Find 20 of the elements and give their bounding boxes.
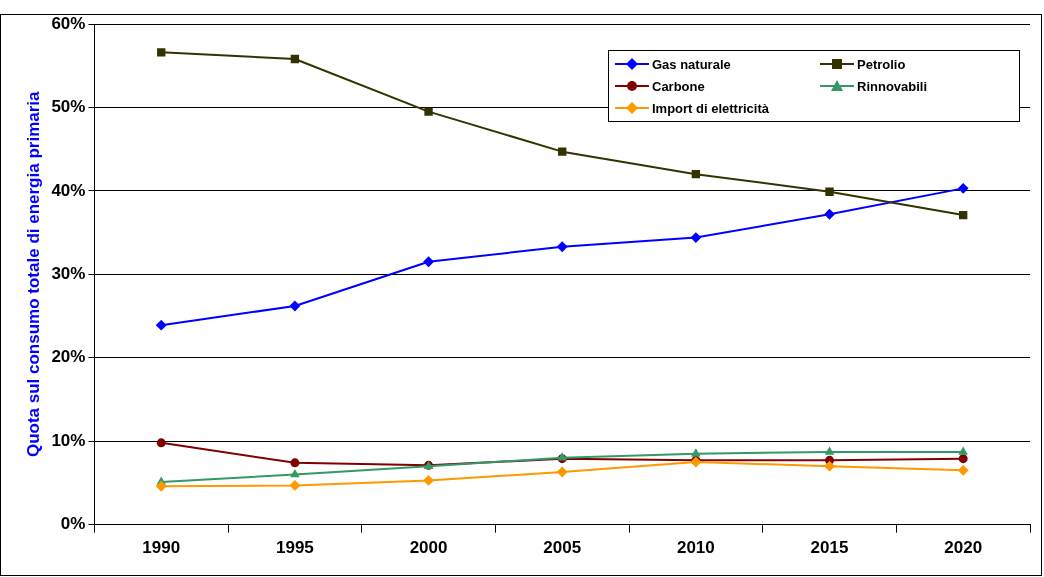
legend-label: Rinnovabili: [857, 78, 928, 94]
y-tick-label: 20%: [51, 347, 86, 367]
y-tick-label: 30%: [51, 263, 86, 283]
legend-label: Carbone: [652, 78, 705, 94]
x-tick-label: 2010: [676, 538, 715, 558]
x-tick-label: 2020: [944, 538, 983, 558]
x-tick-label: 2015: [810, 538, 849, 558]
legend-label: Petrolio: [857, 56, 906, 72]
y-tick-label: 10%: [51, 430, 86, 450]
x-tick-label: 1990: [142, 538, 181, 558]
y-tick-label: 0%: [60, 514, 86, 534]
y-tick-label: 50%: [51, 97, 86, 117]
y-tick-label: 40%: [51, 180, 86, 200]
y-tick-label: 60%: [51, 13, 86, 33]
x-tick-label: 2005: [543, 538, 582, 558]
x-tick-label: 2000: [409, 538, 448, 558]
y-axis-title: Quota sul consumo totale di energia primaria: [23, 90, 43, 458]
legend-label: Gas naturale: [652, 56, 731, 72]
x-tick-label: 1995: [275, 538, 314, 558]
legend-label: Import di elettricità: [652, 100, 770, 116]
